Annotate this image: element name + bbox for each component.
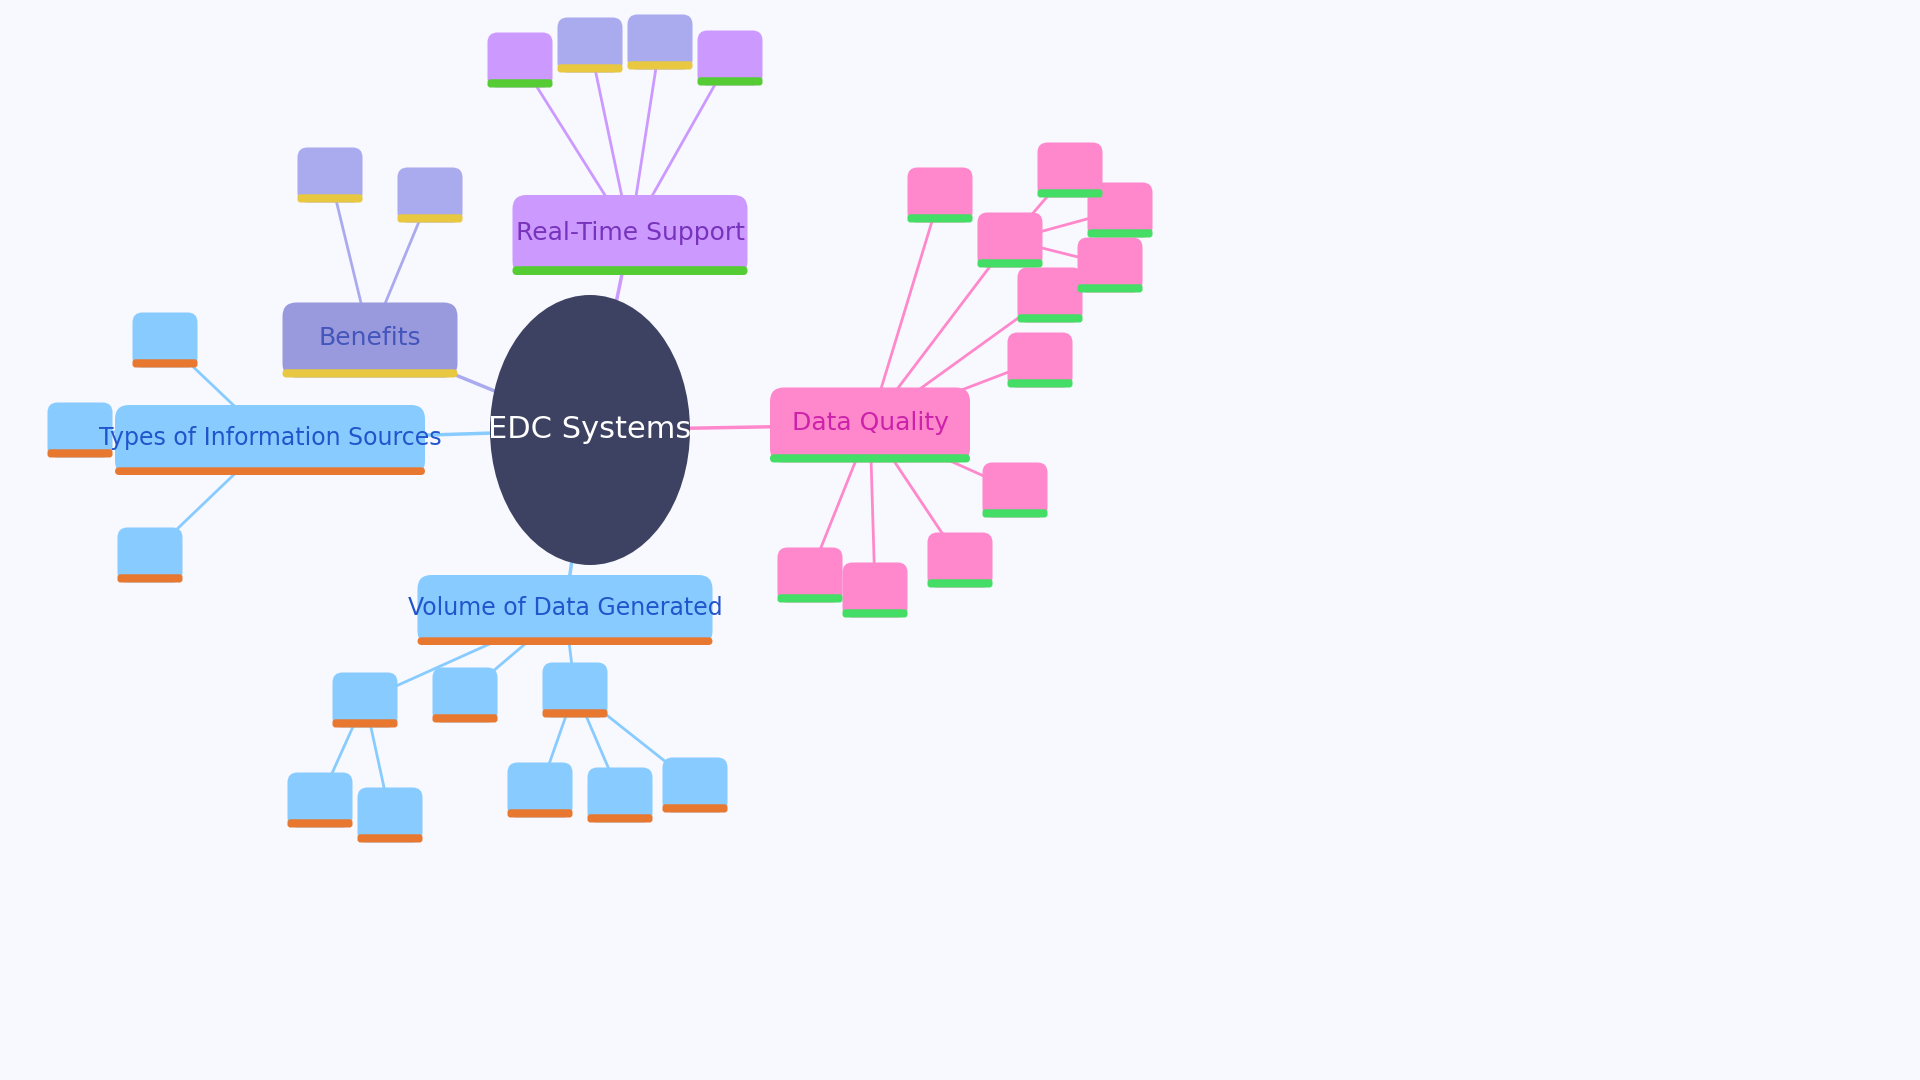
FancyBboxPatch shape (357, 787, 422, 842)
FancyBboxPatch shape (1008, 379, 1073, 388)
FancyBboxPatch shape (48, 449, 113, 458)
FancyBboxPatch shape (115, 405, 424, 475)
FancyBboxPatch shape (513, 195, 747, 275)
FancyBboxPatch shape (332, 673, 397, 728)
Text: Data Quality: Data Quality (791, 410, 948, 435)
FancyBboxPatch shape (1018, 314, 1083, 323)
FancyBboxPatch shape (417, 637, 712, 645)
FancyBboxPatch shape (770, 388, 970, 462)
FancyBboxPatch shape (507, 762, 572, 818)
Text: Benefits: Benefits (319, 326, 420, 350)
Ellipse shape (490, 295, 689, 565)
FancyBboxPatch shape (132, 360, 198, 367)
FancyBboxPatch shape (557, 64, 622, 72)
FancyBboxPatch shape (507, 809, 572, 818)
FancyBboxPatch shape (543, 710, 607, 717)
FancyBboxPatch shape (288, 772, 353, 827)
FancyBboxPatch shape (588, 768, 653, 823)
FancyBboxPatch shape (908, 214, 973, 222)
FancyBboxPatch shape (1037, 143, 1102, 198)
FancyBboxPatch shape (662, 805, 728, 812)
FancyBboxPatch shape (662, 757, 728, 812)
FancyBboxPatch shape (843, 563, 908, 618)
FancyBboxPatch shape (977, 213, 1043, 268)
FancyBboxPatch shape (397, 214, 463, 222)
FancyBboxPatch shape (1077, 238, 1142, 293)
FancyBboxPatch shape (298, 194, 363, 203)
FancyBboxPatch shape (588, 814, 653, 823)
FancyBboxPatch shape (132, 312, 198, 367)
FancyBboxPatch shape (1087, 183, 1152, 238)
FancyBboxPatch shape (1008, 333, 1073, 388)
FancyBboxPatch shape (1037, 189, 1102, 198)
FancyBboxPatch shape (332, 719, 397, 728)
FancyBboxPatch shape (1018, 268, 1083, 323)
FancyBboxPatch shape (927, 579, 993, 588)
FancyBboxPatch shape (282, 302, 457, 378)
FancyBboxPatch shape (1087, 229, 1152, 238)
FancyBboxPatch shape (628, 62, 693, 69)
FancyBboxPatch shape (115, 468, 424, 475)
FancyBboxPatch shape (488, 32, 553, 87)
FancyBboxPatch shape (543, 662, 607, 717)
Text: Types of Information Sources: Types of Information Sources (98, 426, 442, 450)
FancyBboxPatch shape (697, 78, 762, 85)
FancyBboxPatch shape (770, 455, 970, 462)
FancyBboxPatch shape (778, 548, 843, 603)
FancyBboxPatch shape (983, 462, 1048, 517)
FancyBboxPatch shape (908, 167, 973, 222)
FancyBboxPatch shape (432, 667, 497, 723)
FancyBboxPatch shape (117, 527, 182, 582)
FancyBboxPatch shape (282, 369, 457, 378)
FancyBboxPatch shape (1077, 284, 1142, 293)
FancyBboxPatch shape (697, 30, 762, 85)
FancyBboxPatch shape (927, 532, 993, 588)
FancyBboxPatch shape (432, 714, 497, 723)
FancyBboxPatch shape (298, 148, 363, 203)
FancyBboxPatch shape (628, 14, 693, 69)
FancyBboxPatch shape (513, 266, 747, 275)
FancyBboxPatch shape (357, 834, 422, 842)
FancyBboxPatch shape (488, 79, 553, 87)
FancyBboxPatch shape (397, 167, 463, 222)
FancyBboxPatch shape (117, 575, 182, 582)
Text: EDC Systems: EDC Systems (488, 416, 691, 445)
FancyBboxPatch shape (557, 17, 622, 72)
FancyBboxPatch shape (288, 820, 353, 827)
FancyBboxPatch shape (778, 594, 843, 603)
Text: Volume of Data Generated: Volume of Data Generated (407, 596, 722, 620)
FancyBboxPatch shape (48, 403, 113, 458)
FancyBboxPatch shape (417, 575, 712, 645)
FancyBboxPatch shape (843, 609, 908, 618)
FancyBboxPatch shape (983, 510, 1048, 517)
FancyBboxPatch shape (977, 259, 1043, 268)
Text: Real-Time Support: Real-Time Support (515, 220, 745, 244)
